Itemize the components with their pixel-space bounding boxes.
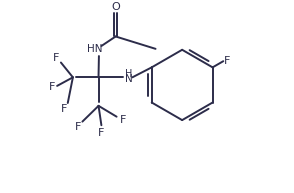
Text: F: F [61,104,68,114]
Text: F: F [98,128,105,138]
Text: HN: HN [87,44,103,54]
Text: F: F [74,122,81,132]
Text: F: F [224,56,231,66]
Text: F: F [120,115,126,125]
Text: F: F [53,53,59,63]
Text: F: F [49,82,56,92]
Text: O: O [111,2,120,12]
Text: N: N [125,74,132,84]
Text: H: H [125,69,132,79]
